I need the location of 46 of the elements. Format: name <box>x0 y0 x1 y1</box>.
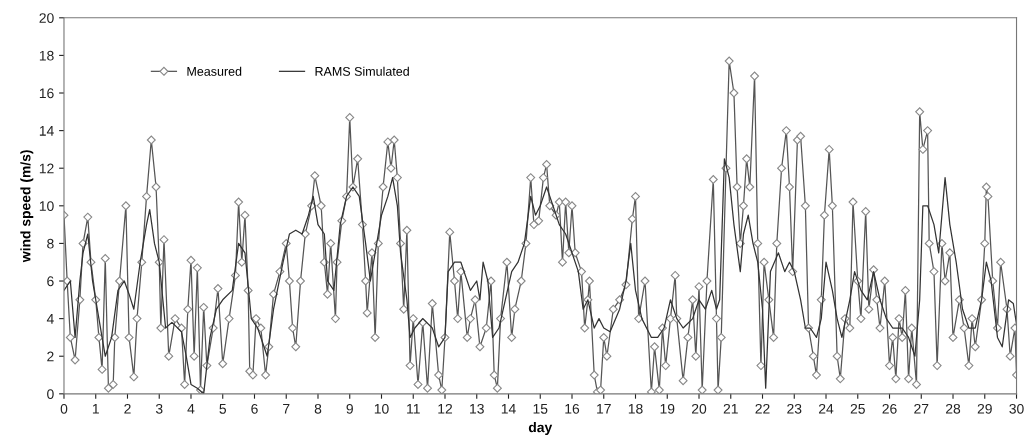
x-tick-label: 10 <box>374 403 389 414</box>
x-tick-label: 6 <box>251 403 258 414</box>
x-tick-label: 12 <box>438 403 453 414</box>
y-tick-label: 2 <box>47 351 54 362</box>
y-tick-label: 8 <box>47 238 54 249</box>
y-tick-label: 6 <box>47 276 54 287</box>
x-tick-label: 27 <box>914 403 929 414</box>
y-tick-label: 18 <box>39 50 54 61</box>
y-tick-label: 16 <box>39 88 54 99</box>
x-tick-label: 18 <box>628 403 643 414</box>
legend-label: RAMS Simulated <box>315 66 409 76</box>
x-tick-label: 9 <box>346 403 353 414</box>
x-tick-label: 23 <box>787 403 802 414</box>
x-tick-label: 19 <box>660 403 675 414</box>
x-tick-label: 22 <box>755 403 770 414</box>
x-tick-label: 29 <box>977 403 992 414</box>
y-tick-label: 4 <box>46 314 54 324</box>
y-tick-label: 0 <box>47 389 54 399</box>
x-tick-label: 30 <box>1009 403 1024 414</box>
x-tick-label: 0 <box>60 403 68 414</box>
y-axis-title: wind speed (m/s) <box>20 150 34 263</box>
x-axis-title: day <box>528 422 553 435</box>
x-tick-label: 7 <box>283 404 290 414</box>
x-tick-label: 5 <box>219 404 227 414</box>
x-tick-label: 24 <box>818 403 834 414</box>
y-tick-label: 20 <box>39 13 54 23</box>
x-tick-label: 15 <box>533 404 548 414</box>
y-tick-label: 12 <box>39 163 54 174</box>
x-tick-label: 17 <box>597 404 611 414</box>
x-tick-label: 14 <box>501 404 516 414</box>
x-tick-label: 28 <box>945 403 961 414</box>
y-tick-label: 10 <box>39 201 54 211</box>
x-tick-label: 13 <box>470 403 484 414</box>
x-tick-label: 8 <box>314 403 322 414</box>
x-tick-label: 20 <box>691 403 707 414</box>
x-tick-label: 16 <box>565 403 580 414</box>
x-tick-label: 1 <box>92 404 99 414</box>
y-tick-label: 14 <box>39 126 54 136</box>
x-tick-label: 4 <box>187 404 195 414</box>
x-tick-label: 25 <box>850 403 865 414</box>
legend-label: Measured <box>187 66 242 76</box>
x-tick-label: 26 <box>882 403 897 414</box>
x-tick-label: 2 <box>124 403 131 414</box>
x-tick-label: 21 <box>723 403 738 414</box>
x-tick-label: 11 <box>407 404 420 414</box>
x-tick-label: 3 <box>155 403 163 414</box>
